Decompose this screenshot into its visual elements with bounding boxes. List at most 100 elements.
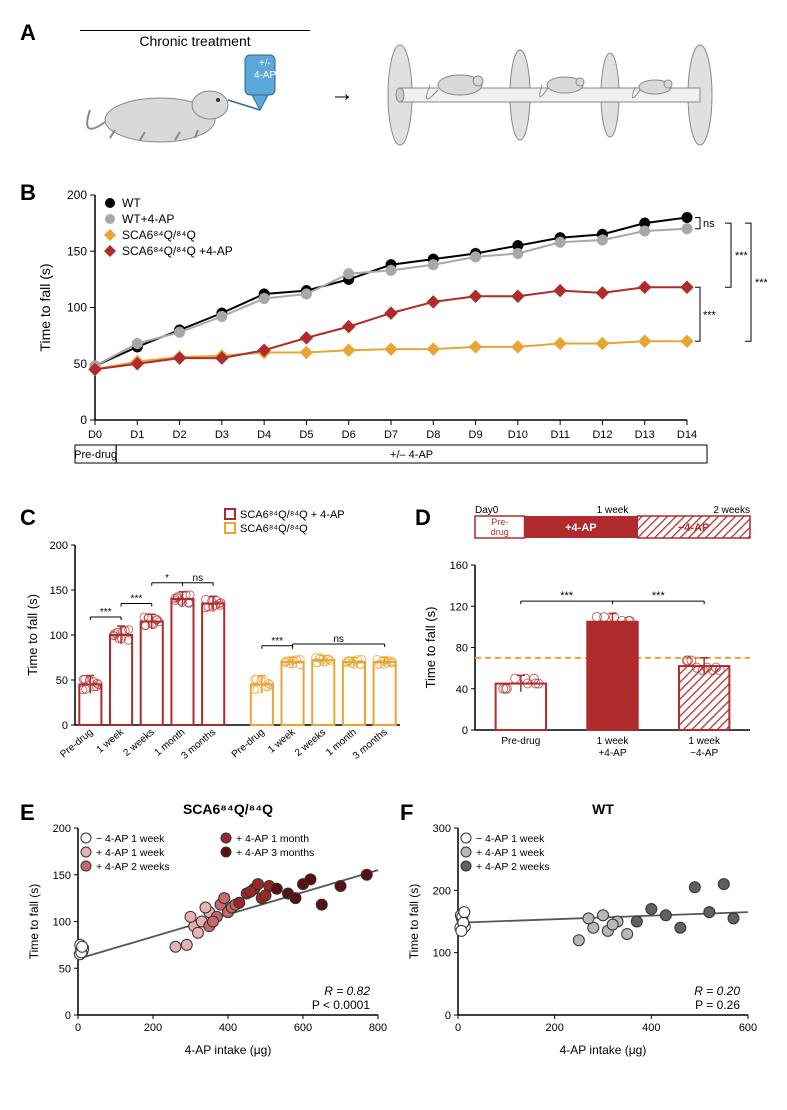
svg-text:0: 0	[445, 1010, 451, 1022]
svg-text:R = 0.82: R = 0.82	[324, 984, 370, 998]
panel-f-label: F	[400, 800, 413, 826]
panel-a: A Chronic treatment +/- 4-AP →	[20, 20, 767, 160]
svg-text:*: *	[165, 573, 169, 584]
panel-e-label: E	[20, 800, 35, 826]
svg-text:600: 600	[739, 1022, 757, 1034]
svg-text:D8: D8	[426, 429, 440, 441]
svg-text:+ 4-AP 1 week: + 4-AP 1 week	[476, 847, 545, 859]
svg-text:100: 100	[433, 948, 451, 960]
svg-text:ns: ns	[333, 634, 344, 645]
svg-text:***: ***	[131, 594, 143, 605]
panel-e-chart: SCA6⁸⁴Q/⁸⁴Q0501001502000200400600800Time…	[20, 800, 390, 1060]
svg-text:drug: drug	[491, 527, 509, 537]
svg-text:***: ***	[100, 607, 112, 618]
svg-text:+ 4-AP 1 week: + 4-AP 1 week	[96, 847, 165, 859]
svg-text:Pre-drug: Pre-drug	[74, 449, 117, 461]
svg-text:Pre-drug: Pre-drug	[501, 736, 540, 747]
row-cd: C 050100150200Time to fall (s)Pre-drug1 …	[20, 505, 767, 785]
svg-text:WT+4-AP: WT+4-AP	[122, 212, 174, 226]
svg-text:150: 150	[53, 870, 71, 882]
svg-text:2 weeks: 2 weeks	[293, 727, 328, 759]
svg-text:400: 400	[219, 1022, 237, 1034]
svg-text:− 4-AP 1 week: − 4-AP 1 week	[96, 833, 165, 845]
panel-b-chart: 050100150200D0D1D2D3D4D5D6D7D8D9D10D11D1…	[20, 180, 767, 490]
svg-text:+ 4-AP 2 weeks: + 4-AP 2 weeks	[96, 861, 170, 873]
svg-text:P < 0.0001: P < 0.0001	[312, 998, 370, 1012]
svg-text:***: ***	[755, 277, 767, 289]
svg-text:200: 200	[67, 188, 87, 202]
figure: A Chronic treatment +/- 4-AP →	[20, 20, 767, 1060]
svg-text:0: 0	[455, 1022, 461, 1034]
panel-f-chart: WT01002003000200400600Time to fall (s)4-…	[400, 800, 760, 1060]
svg-text:D7: D7	[384, 429, 398, 441]
svg-text:50: 50	[56, 675, 68, 687]
panel-c: C 050100150200Time to fall (s)Pre-drug1 …	[20, 505, 410, 785]
svg-text:+ 4-AP 1 month: + 4-AP 1 month	[236, 833, 309, 845]
svg-text:Time to fall (s): Time to fall (s)	[27, 884, 41, 960]
panel-b-label: B	[20, 180, 36, 206]
svg-text:100: 100	[53, 917, 71, 929]
svg-text:2 weeks: 2 weeks	[713, 505, 750, 516]
svg-text:120: 120	[450, 601, 468, 613]
svg-text:D3: D3	[215, 429, 229, 441]
svg-text:D10: D10	[508, 429, 528, 441]
svg-text:150: 150	[50, 585, 68, 597]
svg-text:***: ***	[271, 636, 283, 647]
svg-text:D11: D11	[550, 429, 569, 441]
svg-text:0: 0	[462, 725, 468, 737]
svg-text:SCA6⁸⁴Q/⁸⁴Q: SCA6⁸⁴Q/⁸⁴Q	[183, 801, 273, 817]
svg-text:− 4-AP 1 week: − 4-AP 1 week	[476, 833, 545, 845]
svg-text:1 week: 1 week	[597, 736, 630, 747]
svg-text:200: 200	[433, 885, 451, 897]
svg-text:200: 200	[144, 1022, 162, 1034]
svg-text:+4-AP: +4-AP	[598, 748, 626, 759]
svg-text:150: 150	[67, 244, 87, 258]
svg-text:D4: D4	[257, 429, 271, 441]
svg-text:SCA6⁸⁴Q/⁸⁴Q: SCA6⁸⁴Q/⁸⁴Q	[122, 228, 196, 242]
svg-text:Day0: Day0	[475, 505, 499, 516]
svg-text:−4-AP: −4-AP	[678, 522, 710, 534]
panel-d-chart: Day01 week2 weeksPre-drug+4-AP−4-AP04080…	[415, 505, 765, 785]
svg-text:50: 50	[59, 963, 71, 975]
svg-text:D12: D12	[592, 429, 612, 441]
svg-text:40: 40	[456, 684, 468, 696]
svg-text:800: 800	[369, 1022, 387, 1034]
svg-text:+ 4-AP 3 months: + 4-AP 3 months	[236, 847, 314, 859]
svg-text:−4-AP: −4-AP	[690, 748, 718, 759]
svg-text:***: ***	[703, 309, 717, 321]
svg-text:D6: D6	[342, 429, 356, 441]
svg-text:***: ***	[652, 590, 666, 602]
svg-text:P = 0.26: P = 0.26	[695, 998, 740, 1012]
svg-text:D5: D5	[299, 429, 313, 441]
svg-text:0: 0	[80, 413, 87, 427]
svg-text:WT: WT	[592, 801, 614, 817]
svg-text:1 week: 1 week	[597, 505, 630, 516]
panel-f: F WT01002003000200400600Time to fall (s)…	[400, 800, 760, 1060]
svg-text:200: 200	[545, 1022, 563, 1034]
panel-a-label: A	[20, 20, 36, 46]
panel-d: D Day01 week2 weeksPre-drug+4-AP−4-AP040…	[415, 505, 765, 785]
svg-text:D0: D0	[88, 429, 102, 441]
svg-text:SCA6⁸⁴Q/⁸⁴Q: SCA6⁸⁴Q/⁸⁴Q	[240, 523, 308, 535]
svg-text:Time to fall (s): Time to fall (s)	[407, 884, 421, 960]
svg-text:ns: ns	[703, 218, 715, 230]
svg-text:50: 50	[74, 357, 88, 371]
svg-text:WT: WT	[122, 196, 141, 210]
panel-c-chart: 050100150200Time to fall (s)Pre-drug1 we…	[20, 505, 410, 785]
svg-text:SCA6⁸⁴Q/⁸⁴Q +4-AP: SCA6⁸⁴Q/⁸⁴Q +4-AP	[122, 244, 233, 258]
panel-c-label: C	[20, 505, 36, 531]
svg-text:200: 200	[53, 823, 71, 835]
row-ef: E SCA6⁸⁴Q/⁸⁴Q 0 50 100 150 200 0 200 400 600 800 Ti…	[20, 800, 767, 1060]
svg-text:D14: D14	[677, 429, 697, 441]
svg-text:SCA6⁸⁴Q/⁸⁴Q + 4-AP: SCA6⁸⁴Q/⁸⁴Q + 4-AP	[240, 509, 345, 521]
svg-text:4-AP intake (μg): 4-AP intake (μg)	[185, 1043, 272, 1057]
svg-text:3 months: 3 months	[179, 727, 218, 762]
svg-text:Time to fall (s): Time to fall (s)	[37, 263, 53, 351]
svg-text:+4-AP: +4-AP	[565, 522, 597, 534]
svg-text:ns: ns	[193, 573, 204, 584]
svg-text:D2: D2	[173, 429, 187, 441]
svg-text:3 months: 3 months	[351, 727, 390, 762]
svg-text:***: ***	[735, 250, 749, 262]
svg-text:+/– 4-AP: +/– 4-AP	[390, 449, 433, 461]
svg-text:1 week: 1 week	[688, 736, 721, 747]
